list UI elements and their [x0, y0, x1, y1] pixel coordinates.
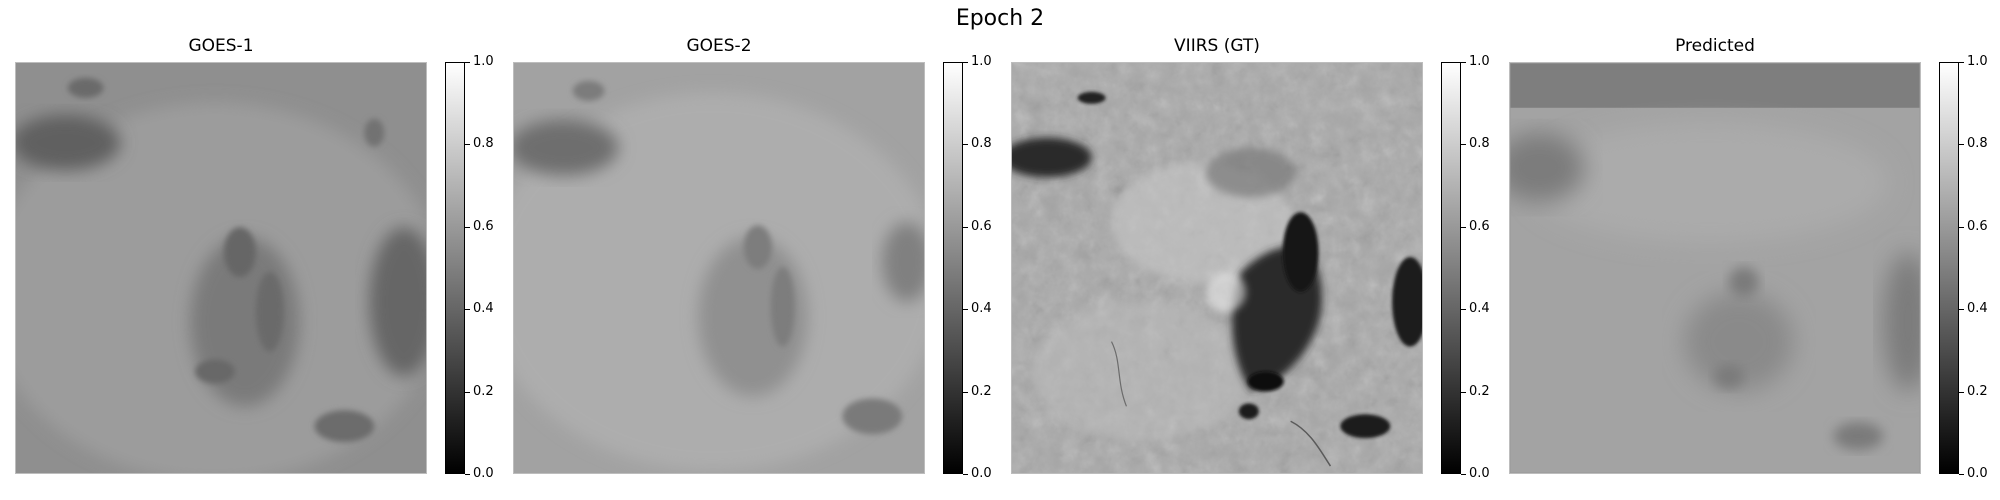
colorbar-goes1 [445, 62, 465, 474]
panel-title-viirs: VIIRS (GT) [1174, 36, 1260, 56]
image-goes2 [513, 62, 925, 474]
image-goes1 [15, 62, 427, 474]
colorbar-predicted [1939, 62, 1959, 474]
figure-title: Epoch 2 [955, 6, 1045, 31]
panel-title-goes2: GOES-2 [686, 36, 752, 56]
image-predicted [1509, 62, 1921, 474]
panel-title-goes1: GOES-1 [188, 36, 254, 56]
panel-title-predicted: Predicted [1675, 36, 1755, 56]
colorbar-goes2 [943, 62, 963, 474]
colorbar-viirs [1441, 62, 1461, 474]
image-viirs [1011, 62, 1423, 474]
